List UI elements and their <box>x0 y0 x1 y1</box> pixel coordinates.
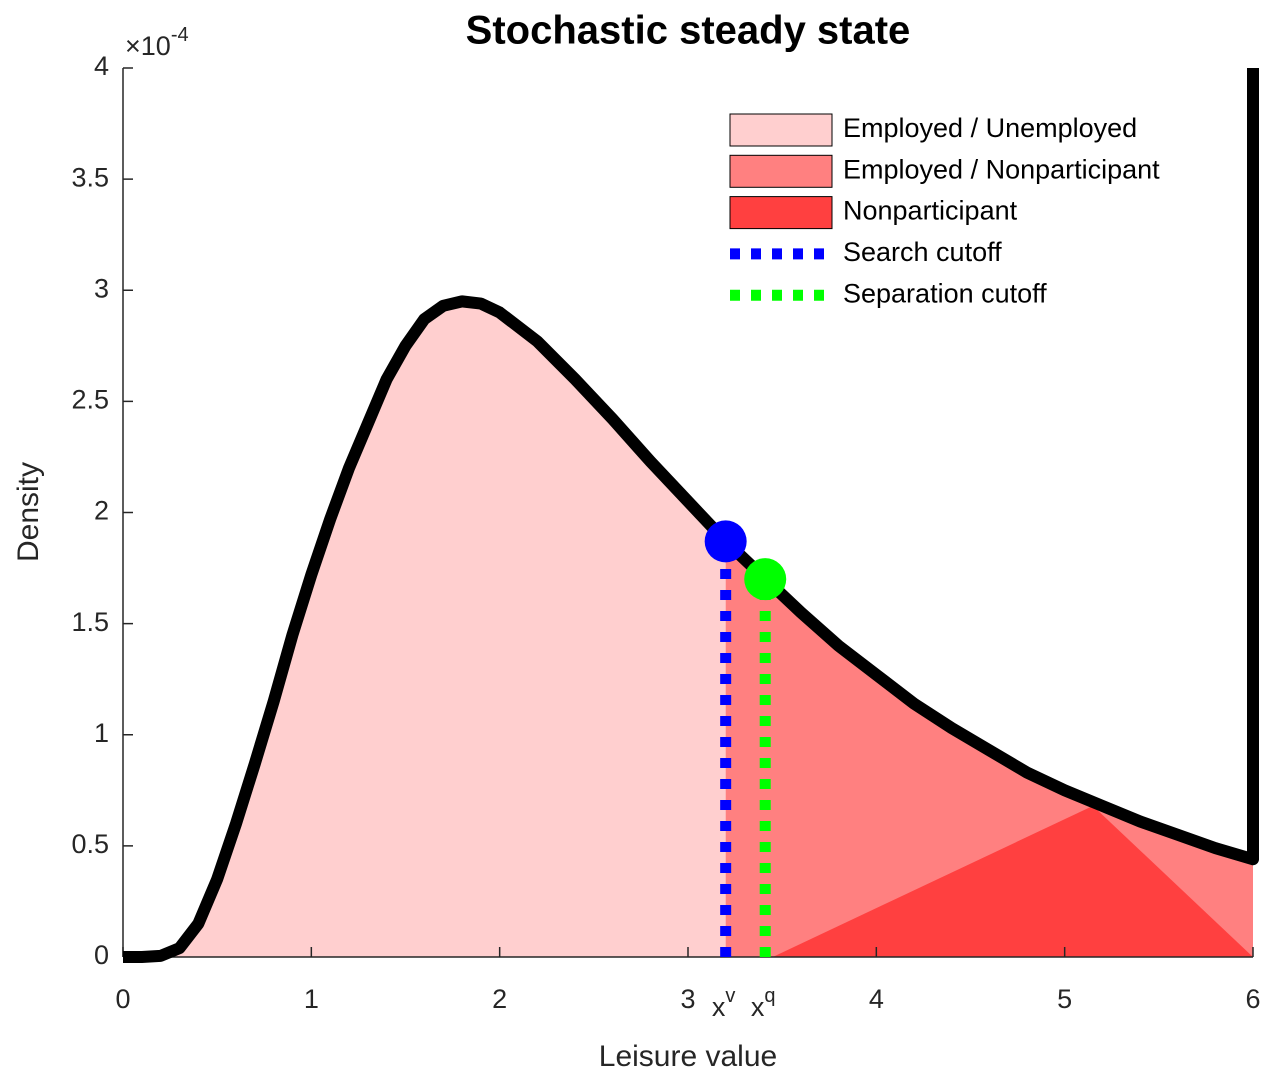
cutoff-marker <box>744 558 787 601</box>
y-tick-label: 4 <box>94 51 109 81</box>
legend-label: Employed / Unemployed <box>843 113 1137 143</box>
x-tick-label: 4 <box>869 984 884 1014</box>
x-tick-label: 1 <box>304 984 319 1014</box>
x-tick-label: 0 <box>115 984 130 1014</box>
cutoff-tick-sup: v <box>725 985 735 1007</box>
x-tick-label: 3 <box>680 984 695 1014</box>
y-tick-label: 0 <box>94 940 109 970</box>
y-tick-label: 0.5 <box>71 829 109 859</box>
y-tick-label: 3.5 <box>71 162 109 192</box>
cutoff-marker <box>704 520 747 563</box>
y-multiplier: ×10-4 <box>125 24 189 61</box>
y-tick-label: 2.5 <box>71 385 109 415</box>
cutoff-tick-label: xv <box>712 985 736 1022</box>
y-axis-label: Density <box>12 462 45 562</box>
cutoff-tick-label: xq <box>751 985 776 1022</box>
y-tick-label: 1.5 <box>71 607 109 637</box>
cutoff-tick-sup: q <box>764 985 775 1007</box>
cutoff-tick-base: x <box>751 992 765 1022</box>
x-tick-label: 6 <box>1245 984 1260 1014</box>
legend-swatch <box>729 196 833 230</box>
density-line <box>123 68 1259 963</box>
y-tick-label: 2 <box>94 496 109 526</box>
x-tick-label: 2 <box>492 984 507 1014</box>
x-tick-label: 5 <box>1057 984 1072 1014</box>
x-axis-label: Leisure value <box>599 1040 777 1073</box>
area <box>772 805 1253 957</box>
legend-label: Search cutoff <box>843 237 1002 267</box>
legend-label: Employed / Nonparticipant <box>843 154 1160 184</box>
chart-title: Stochastic steady state <box>466 9 911 53</box>
y-tick-label: 1 <box>94 718 109 748</box>
y-multiplier-exponent: -4 <box>171 24 189 46</box>
legend-label: Separation cutoff <box>843 278 1047 308</box>
legend-label: Nonparticipant <box>843 196 1018 226</box>
legend-swatch <box>729 113 833 147</box>
y-multiplier-base: ×10 <box>125 31 171 61</box>
legend-swatch <box>729 154 833 188</box>
area <box>123 301 726 957</box>
y-tick-label: 3 <box>94 273 109 303</box>
cutoff-tick-base: x <box>712 992 726 1022</box>
